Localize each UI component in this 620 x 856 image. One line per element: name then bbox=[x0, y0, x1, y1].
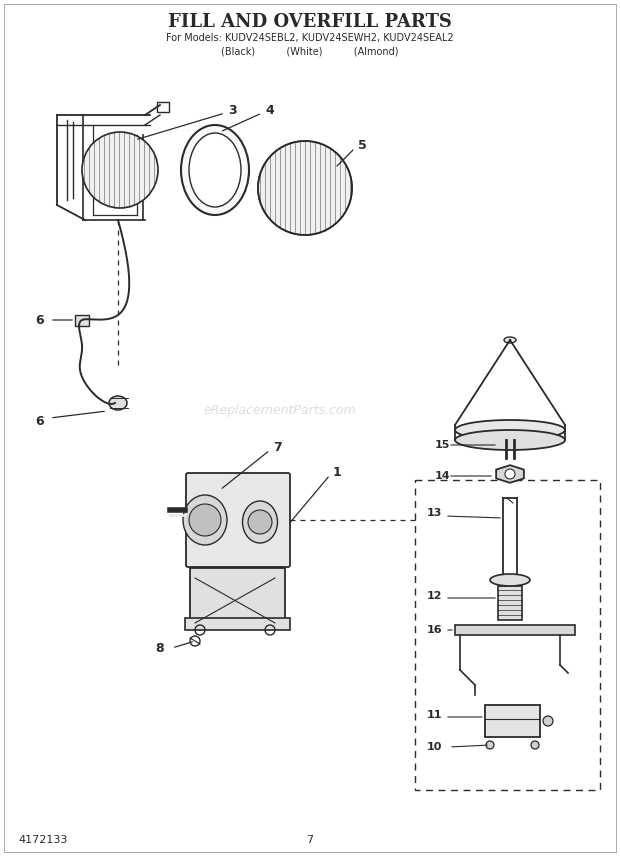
Circle shape bbox=[82, 132, 158, 208]
Circle shape bbox=[505, 469, 515, 479]
Text: 7: 7 bbox=[306, 835, 314, 845]
Text: 5: 5 bbox=[358, 139, 367, 152]
Text: 6: 6 bbox=[36, 313, 44, 326]
Text: FILL AND OVERFILL PARTS: FILL AND OVERFILL PARTS bbox=[168, 13, 452, 31]
Bar bbox=[498, 586, 522, 620]
Text: 3: 3 bbox=[228, 104, 237, 116]
Text: 6: 6 bbox=[36, 414, 44, 427]
Ellipse shape bbox=[242, 501, 278, 543]
Circle shape bbox=[258, 141, 352, 235]
Text: 14: 14 bbox=[435, 471, 451, 481]
Text: 7: 7 bbox=[273, 441, 281, 454]
Text: 10: 10 bbox=[427, 742, 443, 752]
Text: For Models: KUDV24SEBL2, KUDV24SEWH2, KUDV24SEAL2: For Models: KUDV24SEBL2, KUDV24SEWH2, KU… bbox=[166, 33, 454, 43]
Ellipse shape bbox=[455, 430, 565, 450]
Polygon shape bbox=[496, 465, 524, 483]
Ellipse shape bbox=[189, 133, 241, 207]
Text: 8: 8 bbox=[156, 641, 164, 655]
Bar bbox=[415, 480, 600, 790]
Text: 15: 15 bbox=[435, 440, 450, 450]
Bar bbox=[157, 102, 169, 112]
Ellipse shape bbox=[183, 495, 227, 545]
Bar bbox=[75, 315, 89, 326]
Circle shape bbox=[248, 510, 272, 534]
Circle shape bbox=[486, 741, 494, 749]
Bar bbox=[185, 618, 290, 630]
Ellipse shape bbox=[504, 337, 516, 343]
Bar bbox=[190, 568, 285, 628]
Bar bbox=[485, 705, 540, 737]
Ellipse shape bbox=[181, 125, 249, 215]
Text: 4: 4 bbox=[265, 104, 274, 116]
Circle shape bbox=[543, 716, 553, 726]
Bar bbox=[455, 625, 575, 635]
Circle shape bbox=[189, 504, 221, 536]
Text: 16: 16 bbox=[427, 625, 443, 635]
Circle shape bbox=[531, 741, 539, 749]
Ellipse shape bbox=[109, 396, 127, 410]
Text: 11: 11 bbox=[427, 710, 443, 720]
Text: 1: 1 bbox=[333, 466, 342, 479]
Text: 12: 12 bbox=[427, 591, 443, 601]
Text: 4172133: 4172133 bbox=[18, 835, 68, 845]
FancyBboxPatch shape bbox=[186, 473, 290, 567]
Text: (Black)          (White)          (Almond): (Black) (White) (Almond) bbox=[221, 46, 399, 56]
Text: 13: 13 bbox=[427, 508, 443, 518]
Ellipse shape bbox=[490, 574, 530, 586]
Ellipse shape bbox=[455, 420, 565, 440]
Text: eReplacementParts.com: eReplacementParts.com bbox=[204, 403, 356, 417]
